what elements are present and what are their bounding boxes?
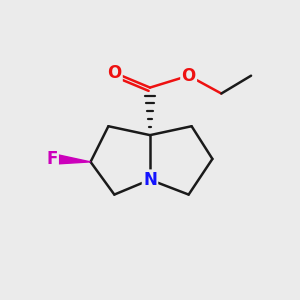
Text: F: F [46, 150, 58, 168]
Polygon shape [52, 154, 91, 164]
Text: N: N [143, 171, 157, 189]
Text: O: O [107, 64, 122, 82]
Text: O: O [182, 67, 196, 85]
